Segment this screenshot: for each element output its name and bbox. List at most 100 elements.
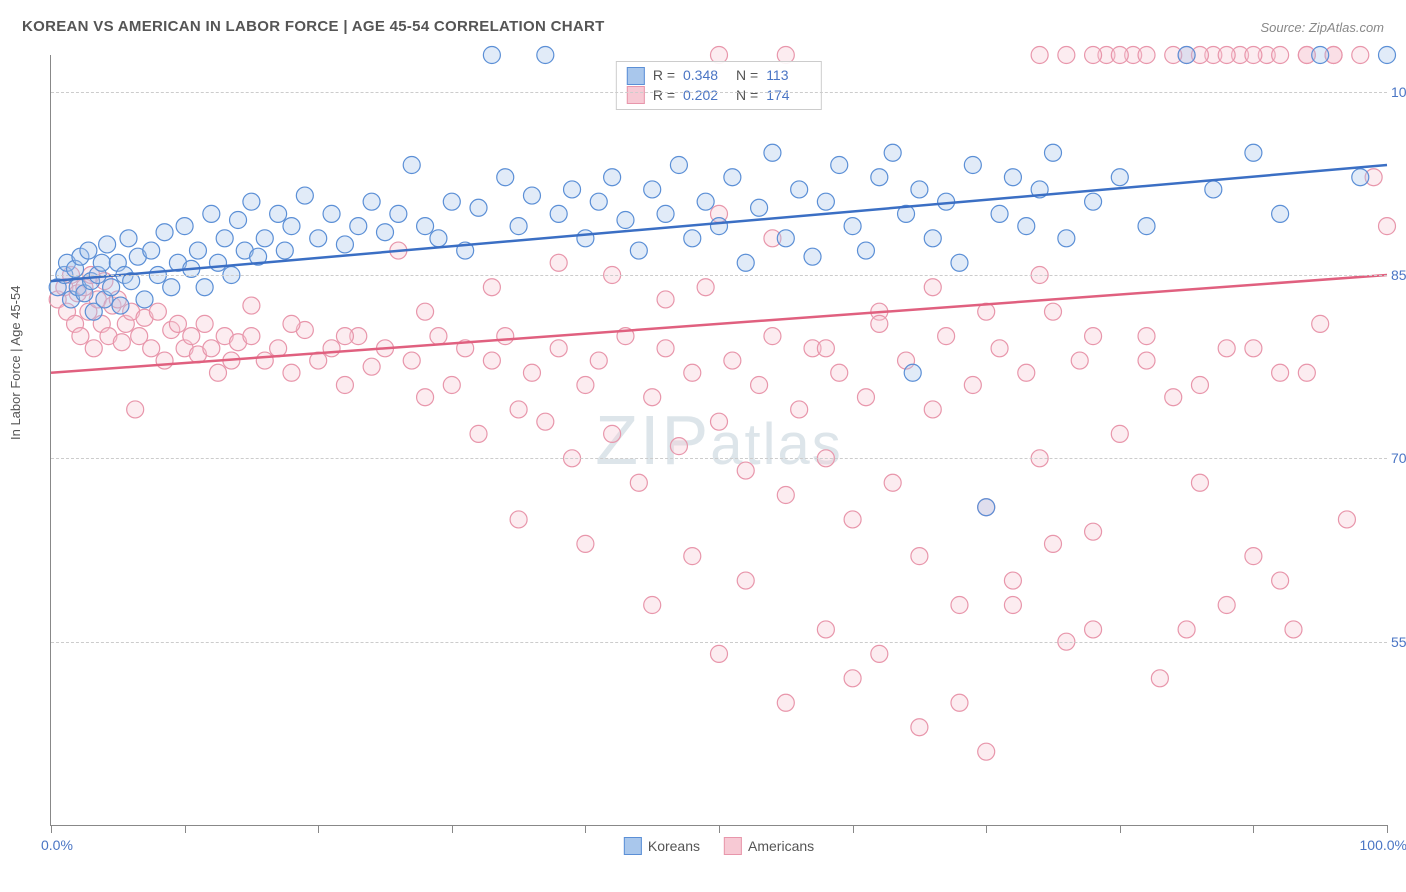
scatter-point-americans bbox=[210, 364, 227, 381]
scatter-point-koreans bbox=[1058, 230, 1075, 247]
scatter-point-americans bbox=[1085, 621, 1102, 638]
scatter-point-koreans bbox=[390, 205, 407, 222]
scatter-point-americans bbox=[817, 621, 834, 638]
gridline-h bbox=[51, 642, 1387, 643]
scatter-point-koreans bbox=[136, 291, 153, 308]
scatter-point-americans bbox=[991, 340, 1008, 357]
scatter-point-americans bbox=[924, 401, 941, 418]
scatter-point-americans bbox=[256, 352, 273, 369]
r-label: R = bbox=[653, 66, 675, 86]
scatter-point-koreans bbox=[1111, 169, 1128, 186]
xtick bbox=[585, 825, 586, 833]
gridline-h bbox=[51, 458, 1387, 459]
scatter-point-americans bbox=[149, 303, 166, 320]
scatter-point-americans bbox=[1031, 47, 1048, 64]
swatch-koreans bbox=[627, 67, 645, 85]
scatter-point-koreans bbox=[884, 144, 901, 161]
ytick-label: 70.0% bbox=[1391, 450, 1406, 466]
scatter-point-americans bbox=[777, 487, 794, 504]
xtick bbox=[185, 825, 186, 833]
scatter-point-koreans bbox=[951, 254, 968, 271]
scatter-point-koreans bbox=[270, 205, 287, 222]
scatter-point-americans bbox=[1151, 670, 1168, 687]
scatter-point-americans bbox=[1191, 377, 1208, 394]
scatter-point-americans bbox=[1352, 47, 1369, 64]
scatter-point-americans bbox=[630, 474, 647, 491]
scatter-point-koreans bbox=[243, 193, 260, 210]
scatter-point-americans bbox=[670, 438, 687, 455]
scatter-point-americans bbox=[684, 364, 701, 381]
scatter-point-koreans bbox=[497, 169, 514, 186]
scatter-point-koreans bbox=[203, 205, 220, 222]
scatter-point-americans bbox=[1111, 47, 1128, 64]
scatter-point-americans bbox=[417, 389, 434, 406]
scatter-point-americans bbox=[1298, 364, 1315, 381]
scatter-point-americans bbox=[844, 670, 861, 687]
xtick bbox=[1253, 825, 1254, 833]
scatter-point-koreans bbox=[577, 230, 594, 247]
scatter-point-americans bbox=[72, 328, 89, 345]
scatter-point-koreans bbox=[670, 157, 687, 174]
scatter-point-koreans bbox=[93, 254, 110, 271]
scatter-point-americans bbox=[711, 645, 728, 662]
ytick-label: 85.0% bbox=[1391, 267, 1406, 283]
scatter-point-americans bbox=[143, 340, 160, 357]
scatter-point-americans bbox=[243, 297, 260, 314]
chart-container: KOREAN VS AMERICAN IN LABOR FORCE | AGE … bbox=[0, 0, 1406, 892]
xtick bbox=[986, 825, 987, 833]
scatter-point-koreans bbox=[764, 144, 781, 161]
scatter-point-americans bbox=[1245, 340, 1262, 357]
scatter-point-americans bbox=[483, 279, 500, 296]
scatter-point-koreans bbox=[483, 47, 500, 64]
scatter-point-americans bbox=[127, 401, 144, 418]
scatter-point-koreans bbox=[550, 205, 567, 222]
scatter-point-americans bbox=[1085, 328, 1102, 345]
scatter-point-americans bbox=[871, 645, 888, 662]
scatter-point-americans bbox=[857, 389, 874, 406]
plot-svg bbox=[51, 55, 1387, 825]
scatter-point-americans bbox=[911, 548, 928, 565]
scatter-point-americans bbox=[550, 254, 567, 271]
scatter-point-americans bbox=[751, 377, 768, 394]
scatter-point-koreans bbox=[163, 279, 180, 296]
gridline-h bbox=[51, 92, 1387, 93]
scatter-point-koreans bbox=[1205, 181, 1222, 198]
scatter-point-americans bbox=[156, 352, 173, 369]
xtick bbox=[719, 825, 720, 833]
scatter-point-americans bbox=[951, 694, 968, 711]
scatter-point-americans bbox=[657, 340, 674, 357]
scatter-point-americans bbox=[577, 535, 594, 552]
scatter-point-americans bbox=[844, 511, 861, 528]
scatter-point-americans bbox=[924, 279, 941, 296]
scatter-point-koreans bbox=[417, 218, 434, 235]
scatter-point-americans bbox=[113, 334, 130, 351]
scatter-point-americans bbox=[951, 597, 968, 614]
chart-title: KOREAN VS AMERICAN IN LABOR FORCE | AGE … bbox=[22, 18, 605, 35]
scatter-point-americans bbox=[1218, 340, 1235, 357]
scatter-point-americans bbox=[1018, 364, 1035, 381]
scatter-point-koreans bbox=[276, 242, 293, 259]
scatter-point-koreans bbox=[1272, 205, 1289, 222]
xtick bbox=[853, 825, 854, 833]
n-value-koreans: 113 bbox=[766, 66, 811, 86]
scatter-point-koreans bbox=[470, 199, 487, 216]
n-label: N = bbox=[736, 86, 758, 106]
scatter-point-americans bbox=[604, 425, 621, 442]
scatter-point-koreans bbox=[1245, 144, 1262, 161]
scatter-point-americans bbox=[417, 303, 434, 320]
scatter-point-koreans bbox=[904, 364, 921, 381]
xtick bbox=[318, 825, 319, 833]
scatter-point-koreans bbox=[1138, 218, 1155, 235]
scatter-point-americans bbox=[1272, 364, 1289, 381]
scatter-point-americans bbox=[684, 548, 701, 565]
scatter-point-koreans bbox=[924, 230, 941, 247]
scatter-point-americans bbox=[831, 364, 848, 381]
scatter-point-koreans bbox=[617, 212, 634, 229]
scatter-point-americans bbox=[1218, 47, 1235, 64]
scatter-point-americans bbox=[1111, 425, 1128, 442]
scatter-point-americans bbox=[85, 340, 102, 357]
scatter-point-koreans bbox=[120, 230, 137, 247]
scatter-point-americans bbox=[590, 352, 607, 369]
stats-row-americans: R = 0.202 N = 174 bbox=[627, 86, 811, 106]
scatter-point-koreans bbox=[230, 212, 247, 229]
